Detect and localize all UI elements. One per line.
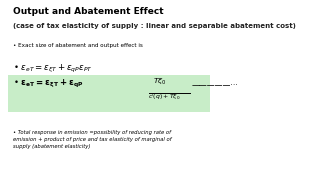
- Text: • $\mathbf{\varepsilon_{eT} = \varepsilon_{\xi T} + \varepsilon_{qP}}$: • $\mathbf{\varepsilon_{eT} = \varepsilo…: [13, 78, 83, 90]
- Text: • Total response in emission =possibility of reducing rate of
emission + product: • Total response in emission =possibilit…: [13, 130, 172, 149]
- Text: $T\xi_0$: $T\xi_0$: [153, 76, 167, 87]
- Text: Output and Abatement Effect: Output and Abatement Effect: [13, 7, 164, 16]
- Text: —————···: —————···: [192, 81, 239, 90]
- FancyBboxPatch shape: [8, 75, 210, 112]
- Text: • Exact size of abatement and output effect is: • Exact size of abatement and output eff…: [13, 43, 143, 48]
- Text: • $\varepsilon_{eT} = \varepsilon_{\xi T} + \varepsilon_{qP}\varepsilon_{PT}$: • $\varepsilon_{eT} = \varepsilon_{\xi T…: [13, 63, 93, 75]
- Text: (case of tax elasticity of supply : linear and separable abatement cost): (case of tax elasticity of supply : line…: [13, 23, 296, 29]
- Text: $c'(q)+T\xi_0$: $c'(q)+T\xi_0$: [148, 92, 181, 102]
